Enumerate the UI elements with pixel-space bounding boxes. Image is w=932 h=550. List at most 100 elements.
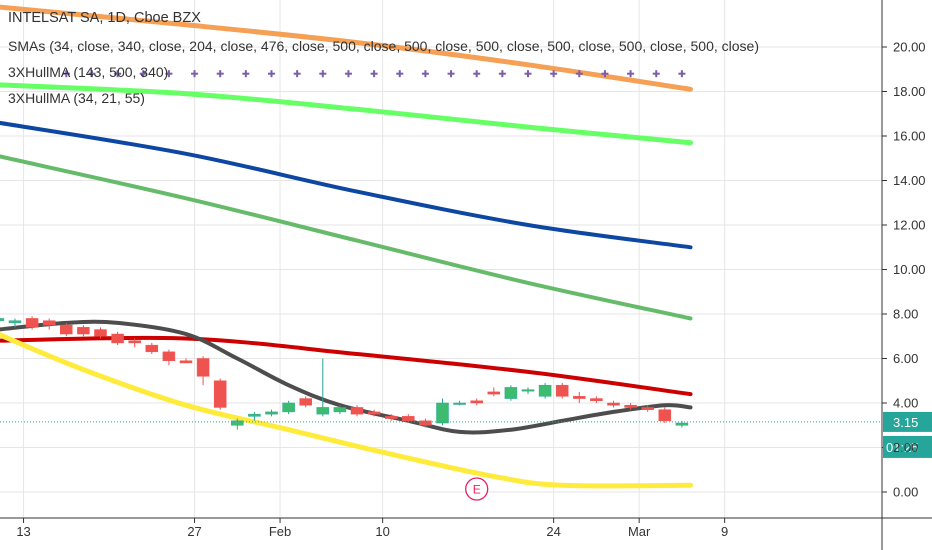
candle-body [504,387,518,399]
candle-body [641,407,654,410]
candle-body [282,402,295,413]
x-tick-label: 24 [546,524,560,539]
x-tick-label: Mar [628,524,651,539]
candle [282,400,295,415]
earnings-marker-label: E [473,483,481,497]
tick-labels: 0.00 2.00 4.00 6.00 8.00 10.00 12.00 14.00 16.00… [16,40,925,540]
candle [128,338,141,348]
candle-body [8,320,22,324]
earnings-marker: E [465,477,489,501]
candle [658,407,672,424]
candle-body [367,411,381,415]
candle [641,405,654,412]
timer-badge-value: 01:25 [886,440,919,455]
candle [333,405,347,415]
candle-body [145,344,159,353]
candle [42,318,56,330]
series-line-4 [0,154,693,321]
series-line-5 [0,335,693,397]
candle [213,378,227,410]
price-badge-bg [883,411,932,432]
candle-body [196,358,210,377]
candle [316,358,330,417]
candle-body [77,327,90,335]
candle-body [42,320,56,326]
x-tick-label: 27 [187,524,201,539]
candle-body [299,398,312,406]
candle [94,327,107,339]
candle [555,382,569,399]
candle-body [128,340,141,344]
x-tick-label: 10 [375,524,389,539]
candle-body [590,398,603,402]
y-tick-label: 4.00 [893,396,918,411]
candle-body [487,391,501,395]
candle-body [555,384,569,397]
candle-body [248,413,261,417]
indicator-legend-hullma-1[interactable]: 3XHullMA (143, 500, 340) [8,64,169,80]
candle [384,414,398,421]
indicator-legend-hullma-2[interactable]: 3XHullMA (34, 21, 55) [8,90,145,106]
y-tick-label: 20.00 [893,40,926,55]
y-tick-label: 2.00 [893,440,918,455]
candle [0,318,5,321]
candle-body [316,407,330,415]
candle [367,409,381,417]
candle [60,322,73,337]
candle [196,356,210,386]
x-tick-label: 13 [16,524,30,539]
candle [624,403,637,410]
candle-body [231,420,244,426]
candle-body [265,411,278,415]
candle [299,396,312,408]
candle [265,409,278,417]
candle-layer [0,316,689,430]
x-tick-label: 9 [721,524,728,539]
series-line-2 [0,82,693,146]
candle-body [0,318,5,321]
candle [419,418,432,428]
candle-body [607,402,620,406]
candle [145,342,159,355]
candle-body [675,422,689,426]
series-line-7 [0,332,693,489]
y-tick-label: 18.00 [893,84,926,99]
candle [453,400,466,406]
timer-badge-bg [883,435,932,458]
candle [538,382,552,399]
candle-body [350,407,364,415]
candle-body [25,318,39,328]
series-cross-marker-line [62,70,686,78]
candle [179,358,193,364]
candle [487,387,501,397]
candle [607,400,620,408]
candle-body [573,396,586,399]
y-tick-label: 0.00 [893,485,918,500]
candle-body [213,380,227,408]
candle [231,418,244,430]
candle-body [538,384,552,397]
series-line-6 [0,319,693,435]
y-tick-label: 16.00 [893,129,926,144]
candle-body [436,402,449,424]
candle-body [624,404,637,408]
candle [436,398,449,426]
price-badge: 3.15 [883,411,932,432]
candle [248,411,261,421]
candle-body [402,416,415,422]
candle-body [470,400,483,404]
series-line-0 [0,4,693,92]
candle-body [658,409,672,422]
candle [162,349,176,366]
candle-body [453,402,466,405]
series-line-3 [0,120,693,250]
y-tick-label: 10.00 [893,262,926,277]
timer-badge: 01:25 [883,435,932,458]
x-tick-label: Feb [269,524,291,539]
candle-body [521,389,535,392]
indicator-legend-smas[interactable]: SMAs (34, close, 340, close, 204, close,… [8,38,759,54]
candle [521,387,535,395]
earnings-marker-circle [465,477,489,501]
candle-body [384,416,398,419]
